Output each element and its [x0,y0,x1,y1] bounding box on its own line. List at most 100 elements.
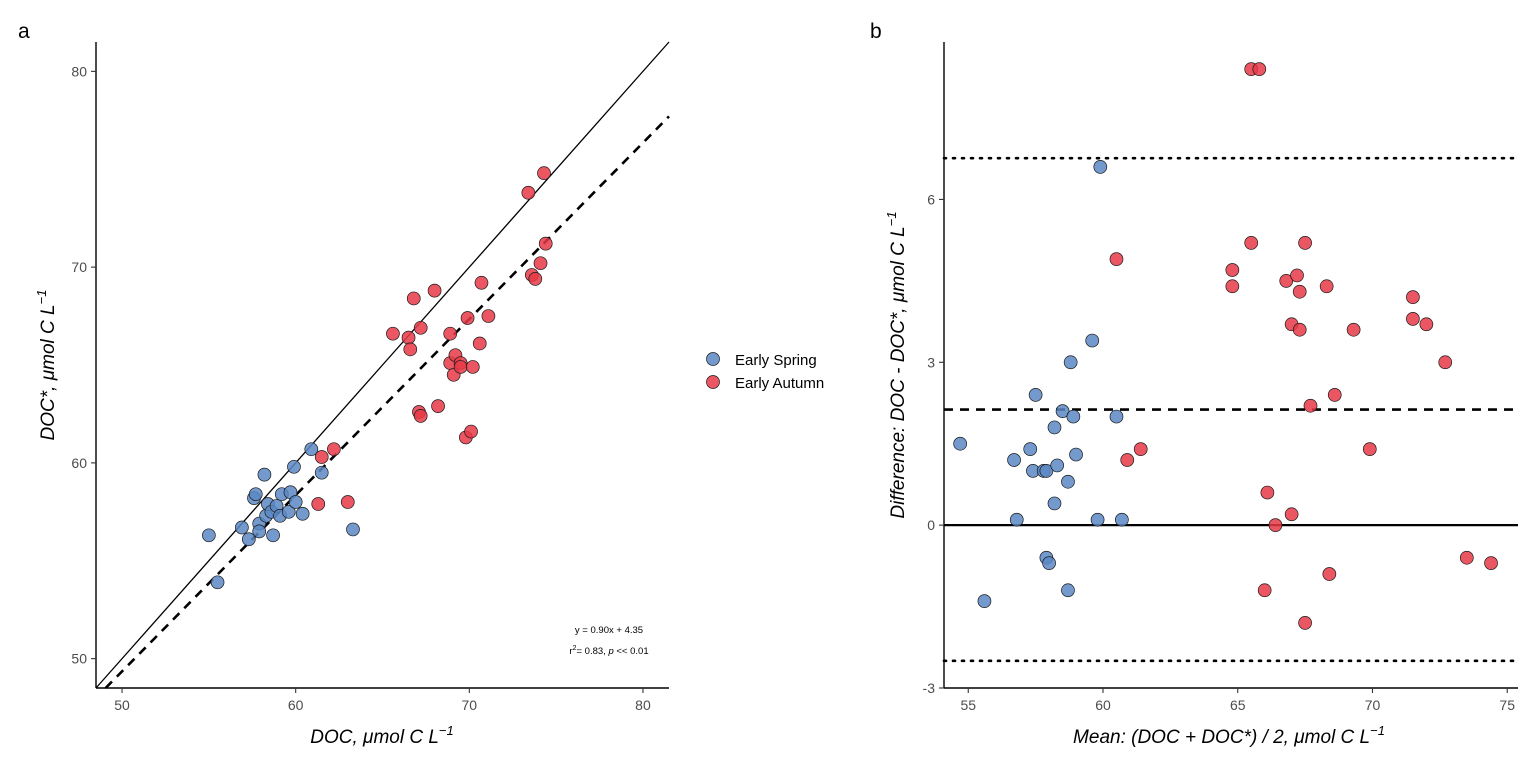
panel-a-point-early-autumn [413,320,428,335]
panel-b-point-early-autumn [1419,317,1434,332]
panel-a-point-early-autumn [465,360,480,374]
panel-a-point-early-autumn [528,272,543,286]
panel-b-x-label-unit: μmol C L [1293,727,1370,748]
panel-b-point-early-autumn [1303,398,1318,413]
panel-a-x-axis-label: DOC, μmol C L−1 [310,723,453,748]
panel-b-point-early-spring [1063,355,1078,370]
panel-a-p-label: p [607,646,613,657]
panel-a-y-tick-label: 60 [71,455,87,471]
panel-b-point-early-spring [1109,409,1124,424]
panel-a-point-early-autumn [453,360,468,374]
panel-b-point-early-autumn [1298,236,1312,250]
panel-b-point-early-spring [1007,453,1021,467]
panel-b-y-label-unit: μmol C L [888,226,909,303]
panel-b-point-early-autumn [1257,583,1272,598]
panel-b-x-tick-label: 75 [1499,697,1515,713]
panel-a-x-label-unit: μmol C L [362,727,439,748]
panel-a-point-early-spring [288,495,303,509]
panel-b-reference-lines [942,156,1520,663]
panel-b-point-early-autumn [1225,279,1240,294]
panel-a-x-tick-label: 80 [635,697,651,713]
panel-a-point-early-spring [241,532,256,547]
panel-b-point-early-spring [1047,420,1062,435]
panel-b-point-early-autumn [1268,518,1283,532]
panel-a-point-early-spring [202,528,216,543]
panel-b-point-early-spring [1085,333,1100,348]
panel-b-point-early-spring [1047,496,1062,511]
panel-b-y-tick-label: 6 [927,191,935,207]
panel-a-y-label-main: DOC*, [38,380,59,440]
panel-a-point-early-autumn [460,311,475,325]
panel-a-point-early-autumn [538,236,553,251]
panel-b: b 55 60 65 70 75 -3 0 3 6 Mean: (DOC + DOC*) / … [870,20,1520,748]
panel-b-label: b [870,20,882,43]
panel-b-point-early-spring [1039,464,1054,478]
panel-b-y-label-main: Difference: DOC - DOC*, [888,302,909,518]
panel-a-point-early-autumn [403,342,418,357]
panel-a-point-early-autumn [464,424,478,439]
panel-b-point-early-autumn [1346,322,1361,337]
panel-b-y-tick-label: 0 [927,517,935,533]
panel-b-point-early-spring [1090,512,1105,527]
panel-b-point-early-autumn [1459,550,1474,565]
panel-b-point-early-autumn [1279,274,1294,288]
panel-b-point-early-autumn [1244,236,1259,250]
panel-b-x-axis-label: Mean: (DOC + DOC*) / 2, μmol C L−1 [1073,723,1385,748]
panel-a-y-tick-label: 70 [71,259,87,275]
panel-b-point-early-autumn [1120,453,1135,467]
panel-a-point-early-spring [248,487,263,502]
panel-b-point-early-spring [977,594,992,608]
panel-b-x-tick-label: 65 [1230,697,1246,713]
panel-b-point-early-autumn [1225,263,1240,277]
panel-b-point-early-spring [1115,512,1129,527]
panel-b-point-early-spring [1093,160,1108,174]
legend-label-early-autumn: Early Autumn [735,375,824,392]
panel-a-point-early-spring [314,465,329,480]
panel-a-equation: y = 0.90x + 4.35 [575,625,643,636]
panel-b-point-early-autumn [1406,290,1420,304]
panel-a-point-early-autumn [311,497,326,511]
panel-a-point-early-autumn [474,275,489,290]
panel-a-point-early-spring [295,506,310,521]
panel-a-point-early-autumn [406,291,421,306]
panel-a-point-early-spring [346,522,360,537]
panel-a-y-tick-label: 50 [71,651,87,667]
panel-a-point-early-autumn [443,326,458,341]
panel-a-x-tick-label: 70 [462,697,478,713]
panel-b-point-early-autumn [1484,556,1498,570]
panel-b-y-label-sup: −1 [884,211,899,226]
panel-a-point-early-autumn [431,399,445,413]
panel-a-y-label-sup: −1 [34,290,49,305]
panel-a-point-early-spring [210,575,225,590]
panel-b-points [953,62,1498,630]
panel-b-y-ticks: -3 0 3 6 [923,191,944,696]
panel-b-point-early-spring [1069,447,1083,462]
panel-b-y-tick-label: 3 [927,354,935,370]
panel-a-point-early-autumn [533,256,548,271]
panel-b-point-early-autumn [1292,284,1307,299]
panel-a-point-early-autumn [481,309,496,323]
legend-label-early-spring: Early Spring [735,352,817,369]
panel-a-fit-lines [95,41,670,689]
panel-a-point-early-autumn [521,185,536,200]
panel-a-point-early-spring [266,528,280,543]
panel-b-point-early-autumn [1327,388,1342,402]
panel-b-y-tick-label: -3 [923,680,936,696]
panel-a-points [202,166,553,590]
panel-a-y-label-unit: μmol C L [38,304,59,381]
panel-a-x-label-sup: −1 [439,723,454,738]
panel-b-point-early-autumn [1319,279,1334,294]
panel-a-p-value: << 0.01 [614,646,649,657]
panel-b-point-early-spring [1009,512,1024,527]
panel-b-y-axis-label: Difference: DOC - DOC*, μmol C L−1 [884,211,909,518]
panel-a-x-tick-label: 50 [114,697,130,713]
panel-a-x-label-main: DOC, [310,727,363,748]
panel-a-point-early-autumn [537,166,551,181]
panel-b-point-early-autumn [1260,485,1275,500]
panel-b-point-early-autumn [1109,252,1124,266]
panel-a-y-ticks: 50 60 70 80 [71,63,96,667]
panel-a-point-early-autumn [427,283,442,298]
panel-b-point-early-autumn [1133,442,1148,456]
panel-b-point-early-spring [1055,404,1070,418]
